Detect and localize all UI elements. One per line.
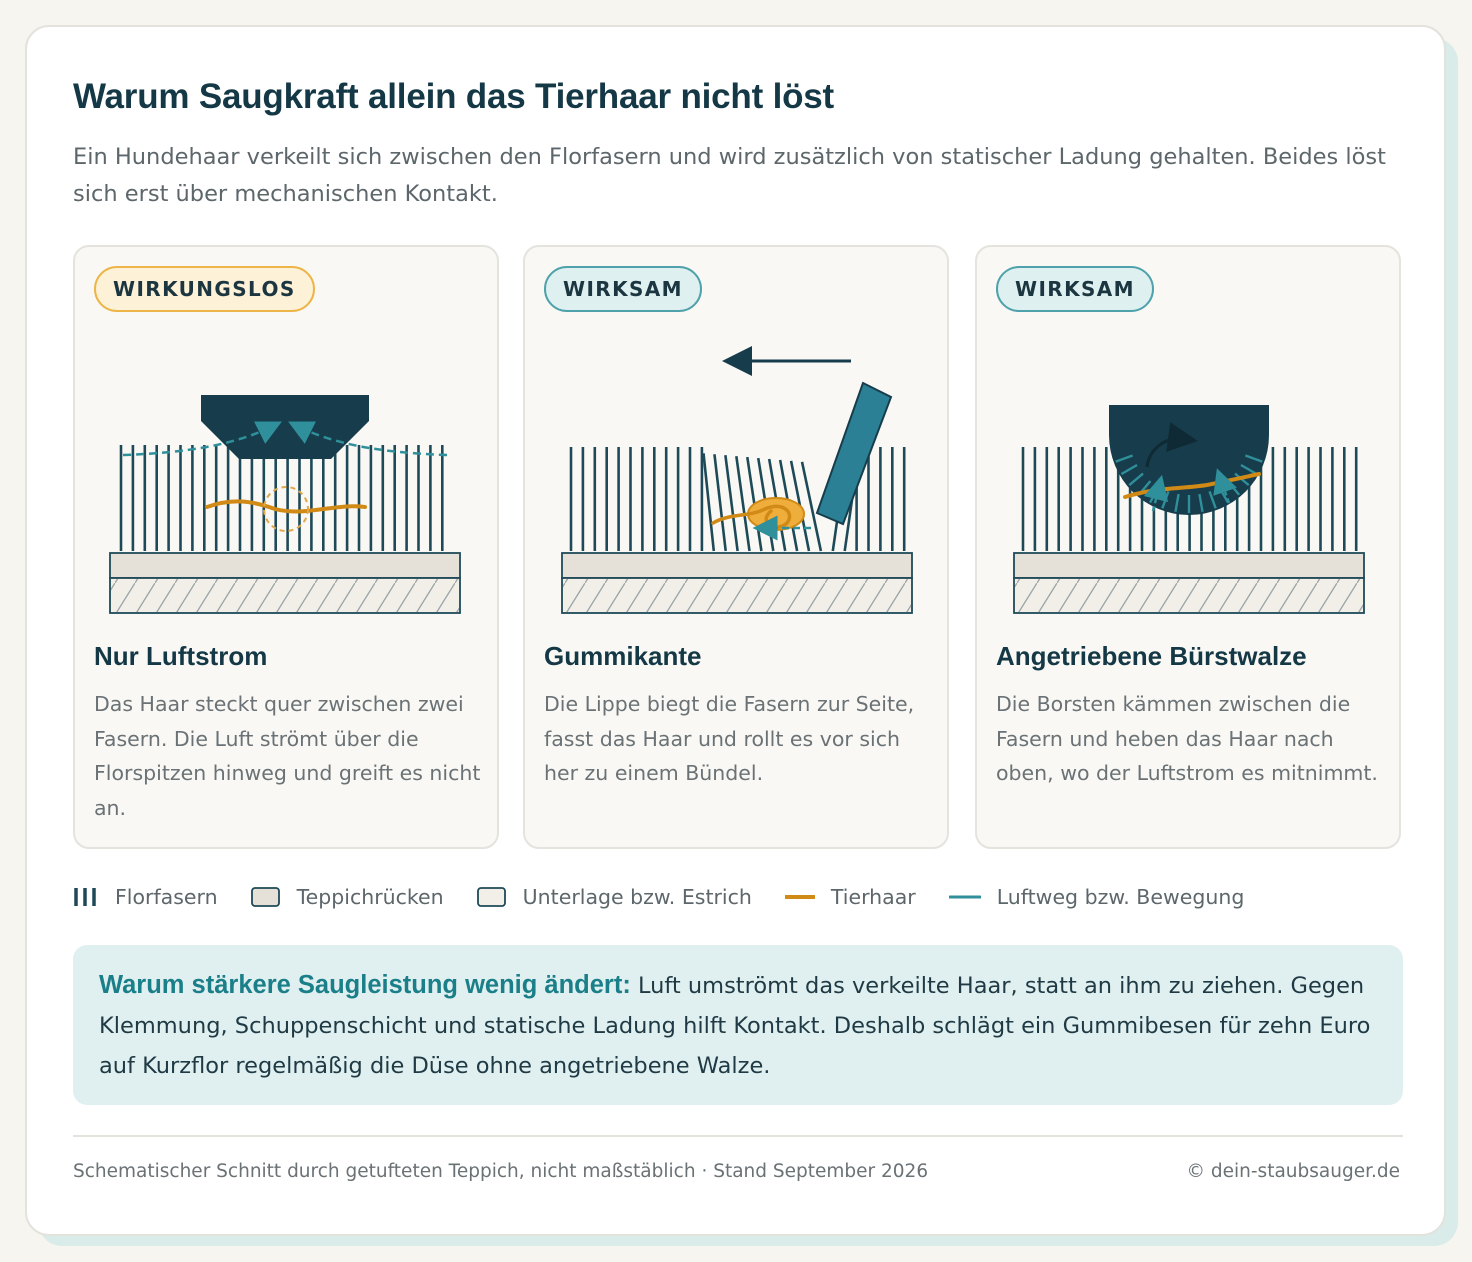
panel-description: Die Lippe biegt die Fasern zur Seite, fa…: [544, 692, 915, 785]
panel-title: Nur Luftstrom: [94, 641, 268, 671]
rotation-arrow: [1145, 422, 1198, 468]
status-badge: WIRKUNGSLOS: [94, 266, 315, 312]
page-title: Warum Saugkraft allein das Tierhaar nich…: [73, 77, 835, 116]
panel-rubber-edge: WIRKSAM Gummikante: [523, 245, 949, 849]
legend-item-fibers: Florfasern: [73, 885, 218, 909]
bristle: [1198, 493, 1204, 513]
bristle: [1208, 490, 1217, 509]
panel-description: Das Haar steckt quer zwischen zwei Faser…: [94, 692, 481, 820]
panel-air-only: WIRKUNGSLOS Nur Luftstrom Das Haar steck…: [73, 245, 499, 849]
nozzle-icon: [201, 395, 369, 459]
panel-description: Die Borsten kämmen zwischen die Fasern u…: [996, 692, 1378, 785]
airflow-left: [122, 421, 282, 457]
carpet-fiber: [713, 454, 727, 552]
diagram-rubber-edge: [561, 346, 913, 614]
bristle: [1244, 454, 1263, 463]
carpet-fiber: [724, 455, 739, 552]
legend-label: Luftweg bzw. Bewegung: [996, 885, 1245, 909]
legend-item-air: Luftweg bzw. Bewegung: [948, 885, 1245, 909]
footer-copyright: © dein-staubsauger.de: [1186, 1161, 1400, 1182]
legend-label: Tierhaar: [830, 885, 916, 909]
legend: Florfasern Teppichrücken Unterlage bzw. …: [73, 882, 1277, 912]
lift-arrow-right: [1213, 468, 1237, 504]
carpet-fiber: [735, 455, 751, 552]
note-lead: Warum stärkere Saugleistung wenig ändert…: [99, 971, 631, 999]
air-line-icon: [948, 886, 981, 908]
carpet-fiber: [800, 461, 823, 552]
legend-label: Teppichrücken: [296, 885, 444, 909]
backing-swatch-icon: [250, 886, 281, 908]
carpet-backing: [1013, 552, 1365, 579]
airflow-right: [288, 421, 448, 457]
status-badge: WIRKSAM: [544, 266, 702, 312]
status-badge: WIRKSAM: [996, 266, 1154, 312]
panel-brush-roll: WIRKSAM Angetri: [975, 245, 1401, 849]
bristle: [1240, 463, 1258, 476]
legend-label: Unterlage bzw. Estrich: [522, 885, 752, 909]
infographic-card: Warum Saugkraft allein das Tierhaar nich…: [25, 25, 1446, 1236]
carpet-backing: [561, 552, 913, 579]
page-subtitle: Ein Hundehaar verkeilt sich zwischen den…: [73, 144, 1386, 207]
diagram-air-only: [109, 395, 461, 614]
carpet-backing: [109, 552, 461, 579]
legend-item-backing: Teppichrücken: [250, 885, 444, 909]
panel-title: Angetriebene Bürstwalze: [996, 641, 1307, 671]
pet-hair: [205, 499, 367, 514]
carpet-fiber: [702, 453, 716, 552]
rubber-lip-icon: [815, 381, 893, 526]
legend-item-underlay: Unterlage bzw. Estrich: [476, 885, 752, 909]
bristle: [1174, 493, 1180, 513]
fiber-icon: [73, 886, 99, 908]
lift-arrow-left: [1143, 474, 1169, 512]
hair-bundle: [747, 497, 805, 531]
hair-line-icon: [784, 886, 815, 908]
footer-divider: [73, 1135, 1403, 1137]
bristle: [1115, 454, 1134, 463]
diagram-brush-roll: [1013, 405, 1365, 614]
info-note: Warum stärkere Saugleistung wenig ändert…: [73, 945, 1403, 1105]
legend-label: Florfasern: [115, 885, 218, 909]
legend-item-hair: Tierhaar: [784, 885, 916, 909]
panel-title: Gummikante: [544, 641, 702, 671]
underlay-swatch-icon: [476, 886, 507, 908]
carpet-fibers: [119, 445, 444, 551]
footer-caption: Schematischer Schnitt durch getufteten T…: [73, 1161, 929, 1182]
note-text: Luft umströmt das verkeilte Haar, statt …: [99, 973, 1371, 1079]
bristle: [1128, 472, 1144, 487]
hair-highlight-circle: [263, 486, 309, 532]
bristle: [1120, 463, 1138, 476]
